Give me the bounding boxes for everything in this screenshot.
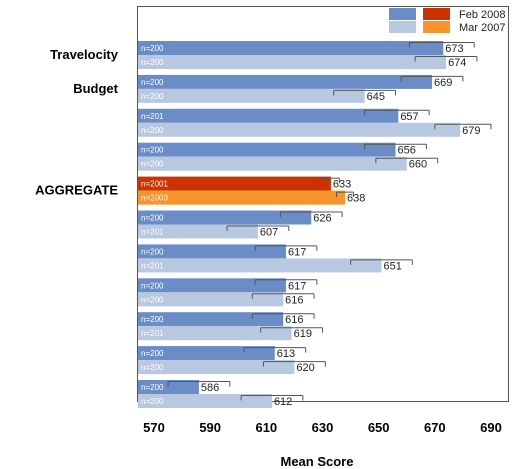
bar-feb-2008 (138, 176, 331, 191)
bar-group: n=201 657 n=200 679 (138, 108, 492, 137)
sample-size-label: n=200 (141, 44, 164, 53)
bar-mar-2007 (138, 190, 345, 205)
value-label: 679 (462, 125, 480, 137)
value-label: 656 (398, 145, 416, 157)
sample-size-label: n=200 (141, 295, 164, 304)
sample-size-label: n=200 (141, 126, 164, 135)
x-tick-label: 590 (199, 420, 221, 435)
bar-feb-2008 (138, 210, 312, 225)
x-tick-label: 610 (255, 420, 277, 435)
bar-feb-2008 (138, 244, 286, 259)
legend-label-mar-2007: Mar 2007 (459, 22, 505, 34)
value-label: 657 (400, 111, 418, 123)
bar-mar-2007 (138, 326, 292, 341)
value-label: 619 (294, 328, 312, 340)
value-label: 613 (277, 348, 295, 360)
sample-size-label: n=2001 (141, 180, 168, 189)
bar-group: n=200 617 n=200 616 (138, 278, 318, 307)
sample-size-label: n=200 (141, 397, 164, 406)
category-label: Travelocity (50, 47, 119, 62)
x-tick-label: 650 (368, 420, 390, 435)
sample-size-label: n=201 (141, 329, 164, 338)
value-label: 626 (313, 213, 331, 225)
bar-feb-2008 (138, 380, 199, 394)
bar-group: n=200 616 n=201 619 (138, 312, 323, 341)
bar-group: AGGREGATE n=2001 633 n=2003 638 (35, 176, 365, 205)
value-label: 669 (434, 77, 452, 89)
value-label: 633 (333, 179, 351, 191)
sample-size-label: n=201 (141, 112, 164, 121)
sample-size-label: n=200 (141, 383, 164, 392)
value-label: 617 (288, 280, 306, 292)
bar-group: n=200 617 n=201 651 (138, 244, 413, 273)
bar-mar-2007 (138, 156, 407, 171)
sample-size-label: n=200 (141, 92, 164, 101)
value-label: 612 (274, 396, 292, 408)
bar-groups: Travelocity n=200 673 n=200 674 Budget n=200 66… (35, 41, 492, 408)
value-label: 620 (296, 362, 314, 374)
bar-group: n=200 613 n=200 620 (138, 346, 326, 375)
category-label: Budget (73, 81, 118, 96)
x-axis-ticks: 570 590 610 630 650 670 690 (143, 420, 502, 435)
bar-feb-2008 (138, 142, 396, 157)
x-tick-label: 630 (312, 420, 334, 435)
legend-swatch-mar-2007-default (389, 21, 416, 33)
value-label: 673 (445, 43, 463, 55)
bar-mar-2007 (138, 224, 258, 239)
bar-group: n=200 626 n=201 607 (138, 210, 343, 239)
sample-size-label: n=200 (141, 363, 164, 372)
legend-swatch-feb-2008-highlight (423, 8, 450, 20)
value-label: 660 (409, 159, 427, 171)
legend-swatch-mar-2007-highlight (423, 21, 450, 33)
bar-feb-2008 (138, 41, 444, 55)
bar-mar-2007 (138, 55, 447, 69)
bar-mar-2007 (138, 394, 272, 408)
bar-feb-2008 (138, 74, 433, 89)
bar-feb-2008 (138, 108, 399, 123)
value-label: 674 (448, 57, 466, 69)
bar-mar-2007 (138, 258, 382, 273)
legend-label-feb-2008: Feb 2008 (459, 9, 505, 21)
value-label: 638 (347, 193, 365, 205)
bar-group: Budget n=200 669 n=200 645 (73, 74, 464, 103)
bar-mar-2007 (138, 292, 284, 307)
sample-size-label: n=200 (141, 349, 164, 358)
bar-feb-2008 (138, 346, 275, 361)
bar-group: n=200 656 n=200 660 (138, 142, 439, 171)
bar-group: Travelocity n=200 673 n=200 674 (50, 41, 478, 69)
bar-mar-2007 (138, 360, 295, 375)
category-label: AGGREGATE (35, 183, 118, 198)
x-tick-label: 570 (143, 420, 165, 435)
sample-size-label: n=200 (141, 315, 164, 324)
bar-mar-2007 (138, 88, 365, 103)
bar-group: n=200 586 n=200 612 (138, 380, 304, 408)
value-label: 616 (285, 294, 303, 306)
sample-size-label: n=200 (141, 214, 164, 223)
sample-size-label: n=200 (141, 281, 164, 290)
sample-size-label: n=2003 (141, 194, 168, 203)
bar-feb-2008 (138, 312, 284, 327)
value-label: 651 (383, 260, 401, 272)
sample-size-label: n=201 (141, 261, 164, 270)
sample-size-label: n=201 (141, 228, 164, 237)
legend: Feb 2008 Mar 2007 (389, 8, 505, 34)
bar-feb-2008 (138, 278, 286, 293)
sample-size-label: n=200 (141, 58, 164, 67)
value-label: 616 (285, 314, 303, 326)
value-label: 607 (260, 227, 278, 239)
sample-size-label: n=200 (141, 78, 164, 87)
sample-size-label: n=200 (141, 146, 164, 155)
sample-size-label: n=200 (141, 247, 164, 256)
x-tick-label: 670 (424, 420, 446, 435)
bar-mar-2007 (138, 122, 461, 137)
value-label: 617 (288, 246, 306, 258)
legend-swatch-feb-2008-default (389, 8, 416, 20)
value-label: 645 (367, 91, 385, 103)
x-tick-label: 690 (480, 420, 502, 435)
sample-size-label: n=200 (141, 160, 164, 169)
x-axis-title: Mean Score (281, 454, 354, 469)
value-label: 586 (201, 382, 219, 394)
